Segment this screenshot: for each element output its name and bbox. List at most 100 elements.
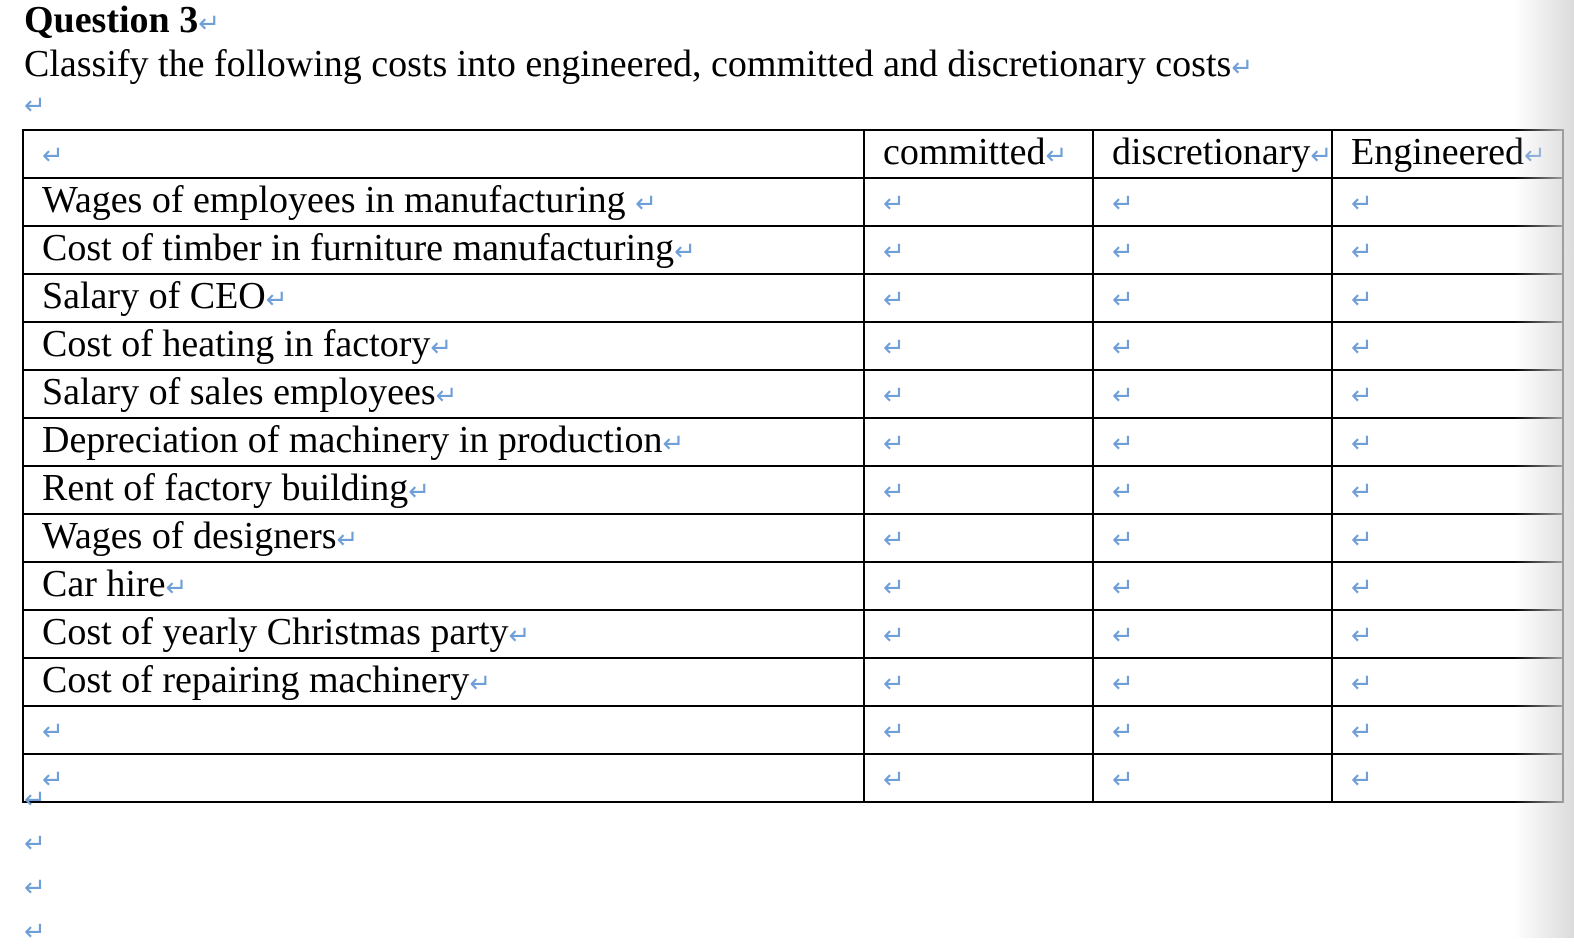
classification-cell-engineered[interactable]: ↵ — [1331, 321, 1564, 371]
cost-item-cell[interactable]: Car hire↵ — [22, 561, 865, 611]
classification-cell-engineered[interactable]: ↵ — [1331, 273, 1564, 323]
cost-item-label: Wages of employees in manufacturing — [42, 179, 636, 221]
classification-cell-engineered[interactable]: ↵ — [1331, 465, 1564, 515]
classification-cell-committed[interactable]: ↵ — [863, 753, 1094, 803]
classification-cell-engineered[interactable]: ↵ — [1331, 561, 1564, 611]
classification-cell-committed[interactable]: ↵ — [863, 273, 1094, 323]
classification-cell-committed[interactable]: ↵ — [863, 321, 1094, 371]
classification-cell-committed[interactable]: ↵ — [863, 561, 1094, 611]
classification-cell-discretionary[interactable]: ↵ — [1092, 369, 1333, 419]
classification-cell-discretionary[interactable]: ↵ — [1092, 705, 1333, 755]
cell-mark-icon: ↵ — [883, 621, 905, 651]
classification-cell-engineered[interactable]: ↵ — [1331, 513, 1564, 563]
classification-cell-discretionary[interactable]: ↵ — [1092, 273, 1333, 323]
empty-paragraph-mark-icon: ↵ — [24, 829, 46, 859]
header-cell-empty[interactable]: ↵ — [22, 129, 865, 179]
cell-mark-icon: ↵ — [42, 765, 64, 795]
classification-cell-engineered[interactable]: ↵ — [1331, 705, 1564, 755]
cost-item-cell[interactable]: ↵ — [22, 753, 865, 803]
header-cell-discretionary[interactable]: discretionary↵ — [1092, 129, 1333, 179]
cell-mark-icon: ↵ — [1112, 525, 1134, 555]
classification-cell-discretionary[interactable]: ↵ — [1092, 225, 1333, 275]
cell-mark-icon: ↵ — [1112, 189, 1134, 219]
table-header-row: ↵ committed↵ discretionary↵ Engineered↵ — [22, 129, 1564, 179]
header-label: discretionary — [1112, 131, 1311, 173]
cost-item-cell[interactable]: ↵ — [22, 705, 865, 755]
cost-item-label: Wages of designers — [42, 515, 337, 557]
cost-item-cell[interactable]: Cost of yearly Christmas party↵ — [22, 609, 865, 659]
cell-mark-icon: ↵ — [1524, 141, 1546, 171]
classification-cell-committed[interactable]: ↵ — [863, 705, 1094, 755]
cell-mark-icon: ↵ — [1112, 669, 1134, 699]
cell-mark-icon: ↵ — [883, 525, 905, 555]
classification-cell-discretionary[interactable]: ↵ — [1092, 417, 1333, 467]
cell-mark-icon: ↵ — [336, 525, 359, 555]
classification-cell-committed[interactable]: ↵ — [863, 657, 1094, 707]
cell-mark-icon: ↵ — [1112, 621, 1134, 651]
cell-mark-icon: ↵ — [1112, 477, 1134, 507]
classification-cell-engineered[interactable]: ↵ — [1331, 753, 1564, 803]
table-row: Salary of sales employees↵ ↵ ↵ ↵ — [22, 369, 1564, 419]
classification-cell-committed[interactable]: ↵ — [863, 513, 1094, 563]
classification-cell-engineered[interactable]: ↵ — [1331, 609, 1564, 659]
paragraph-mark-icon: ↵ — [1231, 53, 1254, 83]
cell-mark-icon: ↵ — [1112, 429, 1134, 459]
cost-item-cell[interactable]: Depreciation of machinery in production↵ — [22, 417, 865, 467]
empty-paragraph-mark-icon: ↵ — [24, 785, 46, 815]
cost-item-cell[interactable]: Cost of timber in furniture manufacturin… — [22, 225, 865, 275]
cost-item-cell[interactable]: Salary of CEO↵ — [22, 273, 865, 323]
cell-mark-icon: ↵ — [1112, 765, 1134, 795]
classification-cell-discretionary[interactable]: ↵ — [1092, 513, 1333, 563]
classification-cell-committed[interactable]: ↵ — [863, 417, 1094, 467]
classification-cell-committed[interactable]: ↵ — [863, 609, 1094, 659]
classification-cell-engineered[interactable]: ↵ — [1331, 177, 1564, 227]
cell-mark-icon: ↵ — [1112, 573, 1134, 603]
table-row: ↵ ↵ ↵ ↵ — [22, 753, 1564, 803]
cost-item-cell[interactable]: Wages of employees in manufacturing ↵ — [22, 177, 865, 227]
classification-cell-committed[interactable]: ↵ — [863, 225, 1094, 275]
classification-cell-discretionary[interactable]: ↵ — [1092, 609, 1333, 659]
cost-item-cell[interactable]: Rent of factory building↵ — [22, 465, 865, 515]
cell-mark-icon: ↵ — [435, 381, 458, 411]
classification-cell-engineered[interactable]: ↵ — [1331, 657, 1564, 707]
header-label: Engineered — [1351, 131, 1525, 173]
classification-cell-discretionary[interactable]: ↵ — [1092, 465, 1333, 515]
classification-cell-engineered[interactable]: ↵ — [1331, 417, 1564, 467]
classification-cell-engineered[interactable]: ↵ — [1331, 369, 1564, 419]
classification-cell-discretionary[interactable]: ↵ — [1092, 177, 1333, 227]
table-row: Cost of yearly Christmas party↵ ↵ ↵ ↵ — [22, 609, 1564, 659]
header-cell-engineered[interactable]: Engineered↵ — [1331, 129, 1564, 179]
cell-mark-icon: ↵ — [674, 237, 696, 267]
cell-mark-icon: ↵ — [1112, 237, 1134, 267]
classification-cell-committed[interactable]: ↵ — [863, 177, 1094, 227]
classification-cell-discretionary[interactable]: ↵ — [1092, 561, 1333, 611]
cell-mark-icon: ↵ — [883, 765, 905, 795]
cell-mark-icon: ↵ — [1351, 525, 1373, 555]
cost-item-label: Cost of yearly Christmas party — [42, 611, 509, 653]
classification-cell-discretionary[interactable]: ↵ — [1092, 753, 1333, 803]
empty-paragraph-mark-icon: ↵ — [24, 873, 46, 903]
cost-item-cell[interactable]: Cost of heating in factory↵ — [22, 321, 865, 371]
cell-mark-icon: ↵ — [1112, 333, 1134, 363]
table-row: Salary of CEO↵ ↵ ↵ ↵ — [22, 273, 1564, 323]
table-row: Car hire↵ ↵ ↵ ↵ — [22, 561, 1564, 611]
cost-item-label: Depreciation of machinery in production — [42, 419, 663, 461]
classification-cell-discretionary[interactable]: ↵ — [1092, 321, 1333, 371]
classification-cell-engineered[interactable]: ↵ — [1331, 225, 1564, 275]
classification-cell-committed[interactable]: ↵ — [863, 465, 1094, 515]
header-cell-committed[interactable]: committed↵ — [863, 129, 1094, 179]
classification-cell-discretionary[interactable]: ↵ — [1092, 657, 1333, 707]
cell-mark-icon: ↵ — [265, 285, 288, 315]
table-row: Wages of designers↵ ↵ ↵ ↵ — [22, 513, 1564, 563]
classification-cell-committed[interactable]: ↵ — [863, 369, 1094, 419]
cell-mark-icon: ↵ — [883, 333, 905, 363]
header-label: committed — [883, 131, 1046, 173]
table-row: ↵ ↵ ↵ ↵ — [22, 705, 1564, 755]
cell-mark-icon: ↵ — [883, 237, 905, 267]
cell-mark-icon: ↵ — [469, 669, 492, 699]
cost-item-cell[interactable]: Wages of designers↵ — [22, 513, 865, 563]
cost-item-cell[interactable]: Cost of repairing machinery↵ — [22, 657, 865, 707]
cell-mark-icon: ↵ — [1351, 429, 1373, 459]
cost-item-cell[interactable]: Salary of sales employees↵ — [22, 369, 865, 419]
